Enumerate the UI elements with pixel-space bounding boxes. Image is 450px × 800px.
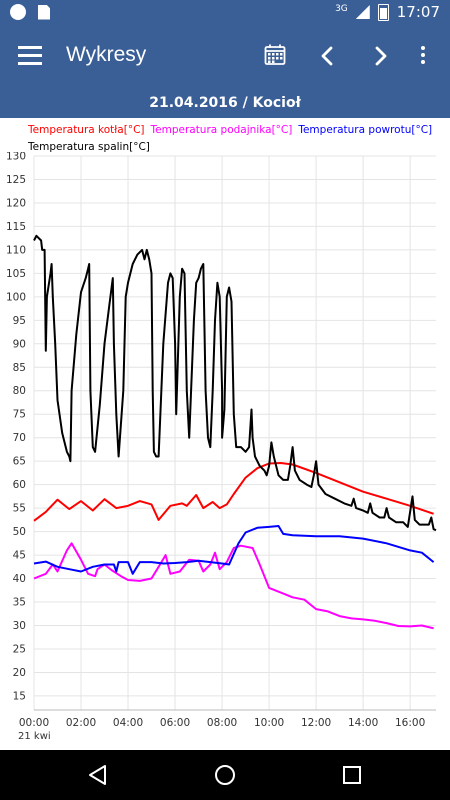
x-tick-label: 12:00 — [301, 717, 331, 729]
y-tick-label: 115 — [6, 221, 26, 233]
x-tick-label: 06:00 — [160, 717, 190, 729]
battery-icon — [377, 3, 389, 21]
y-tick-label: 120 — [6, 197, 26, 209]
y-tick-label: 40 — [13, 573, 26, 585]
y-tick-label: 70 — [13, 432, 26, 444]
status-bar: 3G 17:07 — [0, 0, 450, 26]
series-line — [33, 462, 434, 522]
clock: 17:07 — [396, 3, 440, 21]
y-tick-label: 110 — [6, 244, 26, 256]
y-tick-label: 50 — [13, 526, 26, 538]
x-tick-label: 14:00 — [348, 717, 378, 729]
menu-icon[interactable] — [18, 46, 42, 66]
x-tick-label: 08:00 — [207, 717, 237, 729]
chart-subtitle: 21.04.2016 / Kocioł — [0, 88, 450, 118]
series-line — [33, 525, 435, 575]
y-tick-label: 55 — [13, 503, 26, 515]
y-tick-label: 95 — [13, 315, 26, 327]
series-line — [33, 234, 437, 532]
recents-icon[interactable] — [340, 763, 364, 787]
y-tick-label: 25 — [13, 643, 26, 655]
y-tick-label: 20 — [13, 667, 26, 679]
more-vert-icon[interactable] — [418, 46, 428, 68]
signal-icon — [355, 5, 370, 19]
y-tick-label: 100 — [6, 291, 26, 303]
x-tick-label: 00:00 — [19, 717, 49, 729]
y-tick-label: 45 — [13, 550, 26, 562]
x-tick-label: 16:00 — [395, 717, 425, 729]
y-tick-label: 80 — [13, 385, 26, 397]
network-type: 3G — [335, 4, 348, 14]
y-tick-label: 90 — [13, 338, 26, 350]
x-tick-label: 02:00 — [66, 717, 96, 729]
line-chart[interactable]: 15 20 25 30 35 40 45 50 55 60 65 70 75 80 85 90 95 100 105… — [0, 152, 450, 750]
legend-entry: Temperatura podajnika[°C] — [150, 124, 293, 136]
x-sub-label: 21 kwi — [18, 731, 51, 742]
page-title: Wykresy — [66, 43, 147, 66]
calendar-icon[interactable] — [264, 44, 286, 66]
y-tick-label: 125 — [6, 174, 26, 186]
system-nav-bar — [0, 750, 450, 800]
chevron-left-icon[interactable] — [316, 43, 340, 69]
series-line — [33, 542, 434, 630]
y-tick-label: 60 — [13, 479, 26, 491]
y-tick-label: 130 — [6, 152, 26, 163]
y-tick-label: 85 — [13, 362, 26, 374]
y-tick-label: 75 — [13, 409, 26, 421]
legend-entry: Temperatura powrotu[°C] — [298, 124, 433, 136]
chart-legend: Temperatura kotła[°C] Temperatura podajni… — [28, 122, 448, 156]
x-tick-label: 04:00 — [113, 717, 143, 729]
y-tick-label: 105 — [6, 268, 26, 280]
x-tick-label: 10:00 — [254, 717, 284, 729]
back-icon[interactable] — [86, 763, 110, 787]
chevron-right-icon[interactable] — [368, 43, 392, 69]
y-tick-label: 35 — [13, 597, 26, 609]
legend-entry: Temperatura kotła[°C] — [28, 124, 145, 136]
y-tick-label: 65 — [13, 456, 26, 468]
y-tick-label: 30 — [13, 620, 26, 632]
home-icon[interactable] — [213, 763, 237, 787]
notification-dot-icon — [10, 4, 26, 20]
app-toolbar: Wykresy — [0, 26, 450, 88]
legend-entry: Temperatura spalin[°C] — [28, 141, 150, 153]
y-tick-label: 15 — [13, 690, 26, 702]
sd-card-icon — [38, 4, 50, 20]
